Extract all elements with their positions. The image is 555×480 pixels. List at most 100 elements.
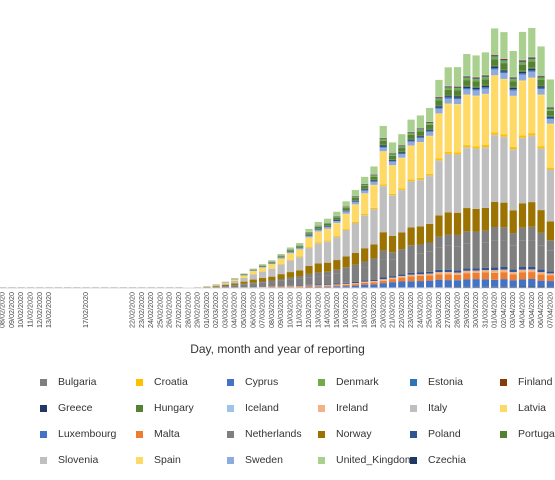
bar-segment-bulgaria-05/03/2020 <box>240 283 248 285</box>
bar-segment-spain-17/03/2020 <box>351 204 360 223</box>
bar-segment-cyprus-18/03/2020 <box>361 189 369 191</box>
legend-item: Luxembourg <box>40 428 116 440</box>
bar-segment-greece-21/03/2020 <box>388 159 397 161</box>
bar-segment-italy-17/03/2020 <box>351 223 360 253</box>
legend-item: Spain <box>136 454 181 466</box>
bar-segment-latvia-29/03/2020 <box>463 94 471 96</box>
bar-segment-ireland-23/03/2020 <box>407 274 415 277</box>
bar-segment-malta-30/03/2020 <box>472 272 480 280</box>
bar-segment-cyprus-17/03/2020 <box>351 201 360 202</box>
bar-segment-norway-17/03/2020 <box>351 252 360 265</box>
bar-segment-netherlands-11/03/2020 <box>296 278 304 286</box>
legend-item: Finland <box>500 376 552 388</box>
bar-segment-norway-02/04/2020 <box>500 202 508 228</box>
bar-segment-malta-07/04/2020 <box>546 275 554 282</box>
bar-segment-denmark-14/03/2020 <box>323 223 332 224</box>
bar-segment-netherlands-09/03/2020 <box>277 280 285 287</box>
bar-segment-slovenia-31/03/2020 <box>481 147 489 149</box>
legend-swatch <box>410 456 417 464</box>
legend-swatch <box>500 404 507 412</box>
bar-segment-united_kingdom-20/03/2020 <box>379 125 387 138</box>
bar-segment-ireland-17/03/2020 <box>351 283 360 285</box>
legend-swatch <box>40 456 47 464</box>
bar-segment-luxembourg-26/03/2020 <box>435 279 443 288</box>
bar-segment-slovenia-29/03/2020 <box>463 147 471 149</box>
x-tick-labels: 08/02/2020 09/02/2020 10/02/2020 11/02/2020… <box>0 292 554 328</box>
bar-segment-portuga-23/03/2020 <box>407 134 415 139</box>
bar-segment-portuga-05/04/2020 <box>528 61 536 68</box>
bar-segment-slovenia-18/03/2020 <box>361 215 369 216</box>
x-tick-label: 02/04/2020 <box>499 292 508 328</box>
bar-segment-poland-29/03/2020 <box>463 268 471 271</box>
bar-segment-slovenia-19/03/2020 <box>370 209 378 210</box>
bar-segment-malta-14/03/2020 <box>323 285 332 287</box>
bar-segment-slovenia-16/03/2020 <box>342 229 350 231</box>
bar-segment-croatia-15/03/2020 <box>333 236 341 237</box>
bar-segment-poland-19/03/2020 <box>370 279 378 281</box>
bar-segment-malta-01/04/2020 <box>491 272 499 280</box>
bar-segment-italy-21/03/2020 <box>388 195 397 236</box>
legend-item: Sweden <box>227 454 283 466</box>
bar-segment-malta-06/04/2020 <box>537 274 545 281</box>
bar-segment-norway-05/03/2020 <box>240 281 248 284</box>
bar-segment-norway-01/04/2020 <box>491 201 499 228</box>
bar-segment-croatia-03/04/2020 <box>509 146 517 150</box>
bar-segment-denmark-19/03/2020 <box>370 175 378 177</box>
bar-segment-greece-01/04/2020 <box>491 66 499 68</box>
bar-segment-bulgaria-07/03/2020 <box>258 281 267 283</box>
bar-segment-norway-16/03/2020 <box>342 256 350 268</box>
x-tick-label: 29/02/2020 <box>193 292 202 328</box>
x-tick-label: 09/03/2020 <box>276 292 285 328</box>
bar-segment-netherlands-08/03/2020 <box>268 282 276 287</box>
bar-segment-iceland-03/04/2020 <box>509 76 517 78</box>
bar-segment-bulgaria-23/03/2020 <box>407 245 415 254</box>
bar-segment-cyprus-07/04/2020 <box>546 117 554 120</box>
bar-segment-luxembourg-20/03/2020 <box>379 283 387 288</box>
bar-segment-spain-02/04/2020 <box>500 79 508 135</box>
bar-segment-portuga-09/03/2020 <box>277 256 285 258</box>
bar-segment-iceland-07/04/2020 <box>546 106 554 108</box>
bar-segment-croatia-01/04/2020 <box>491 132 499 135</box>
legend-swatch <box>410 378 417 386</box>
bar-segment-hungary-27/03/2020 <box>444 95 452 97</box>
bar-segment-norway-22/03/2020 <box>398 232 406 250</box>
bar-segment-bulgaria-20/03/2020 <box>379 250 387 260</box>
bar-segment-bulgaria-30/03/2020 <box>472 231 480 244</box>
bar-segment-latvia-20/03/2020 <box>379 151 387 152</box>
bar-segment-denmark-03/04/2020 <box>509 79 517 82</box>
bar-segment-bulgaria-12/03/2020 <box>305 273 313 278</box>
legend-label: Luxembourg <box>58 428 117 440</box>
bar-segment-bulgaria-21/03/2020 <box>388 252 397 260</box>
bar-segment-estonia-07/04/2020 <box>546 108 554 110</box>
bar-segment-cyprus-19/03/2020 <box>370 181 378 182</box>
bar-segment-italy-24/03/2020 <box>416 180 425 227</box>
bar-segment-spain-07/04/2020 <box>546 124 554 168</box>
bar-segment-norway-19/03/2020 <box>370 244 378 259</box>
bar-segment-croatia-25/03/2020 <box>426 173 434 176</box>
bar-segment-netherlands-21/03/2020 <box>388 259 397 277</box>
bar-segment-denmark-24/03/2020 <box>416 129 425 132</box>
bar-segment-bulgaria-07/04/2020 <box>546 240 554 251</box>
bar-segment-croatia-30/03/2020 <box>472 146 480 149</box>
bar-segment-croatia-10/03/2020 <box>286 259 295 261</box>
x-tick-label: 10/02/2020 <box>16 292 25 328</box>
bar-segment-italy-30/03/2020 <box>472 149 480 209</box>
bar-segment-finland-01/04/2020 <box>491 55 499 57</box>
bar-segment-portuga-10/03/2020 <box>286 250 295 252</box>
bar-segment-luxembourg-21/03/2020 <box>388 282 397 288</box>
bars-group <box>0 28 554 289</box>
bar-segment-ireland-11/03/2020 <box>296 285 304 287</box>
bar-segment-ireland-24/03/2020 <box>416 274 425 276</box>
bar-segment-malta-11/03/2020 <box>296 286 304 288</box>
bar-segment-malta-19/03/2020 <box>370 282 378 285</box>
bar-segment-netherlands-28/03/2020 <box>453 246 462 271</box>
bar-segment-united_kingdom-06/03/2020 <box>249 268 257 270</box>
x-tick-label: 27/02/2020 <box>174 292 183 328</box>
bar-segment-croatia-20/03/2020 <box>379 184 387 186</box>
bar-segment-iceland-30/03/2020 <box>472 76 480 78</box>
bar-segment-czechia-01/04/2020 <box>491 286 499 288</box>
bar-segment-czechia-06/04/2020 <box>537 286 545 288</box>
bar-segment-netherlands-23/03/2020 <box>407 253 415 273</box>
bar-segment-hungary-29/03/2020 <box>463 85 471 87</box>
bar-segment-sweden-05/04/2020 <box>528 71 536 78</box>
